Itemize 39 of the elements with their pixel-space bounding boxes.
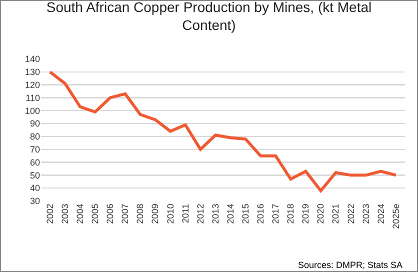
y-tick-label: 30 [30, 196, 40, 206]
x-tick-label: 2024 [376, 204, 386, 224]
x-tick-label: 2022 [346, 204, 356, 224]
y-tick-label: 120 [24, 80, 40, 90]
x-tick-label: 2003 [60, 204, 70, 224]
y-tick-label: 90 [30, 118, 40, 129]
source-note: Sources: DMPR; Stats SA [298, 260, 403, 270]
y-tick-label: 70 [30, 144, 40, 155]
x-tick-label: 2021 [330, 204, 341, 224]
x-tick-label: 2019 [300, 204, 311, 224]
y-tick-label: 100 [24, 106, 40, 116]
x-tick-label: 2009 [150, 204, 160, 224]
chart-title: South African Copper Production by Mines, (kt Metal Content) [46, 0, 372, 33]
x-tick-label: 2016 [256, 204, 266, 224]
x-tick-label: 2010 [165, 204, 176, 224]
x-tick-label: 2002 [44, 204, 55, 224]
x-tick-label: 2025e [390, 204, 401, 229]
x-tick-label: 2008 [135, 204, 146, 224]
x-tick-label: 2004 [75, 204, 86, 224]
x-tick-label: 2005 [90, 204, 100, 224]
x-tick-label: 2015 [240, 204, 250, 224]
x-tick-label: 2013 [210, 204, 220, 224]
y-tick-label: 40 [30, 183, 40, 194]
x-tick-label: 2011 [180, 204, 190, 224]
y-tick-label: 110 [26, 92, 40, 103]
x-tick-label: 2017 [270, 204, 281, 224]
x-tick-label: 2006 [105, 204, 116, 224]
y-tick-label: 130 [24, 67, 40, 78]
x-tick-label: 2023 [360, 204, 371, 224]
x-tick-label: 2020 [316, 204, 326, 224]
y-tick-label: 60 [30, 157, 40, 168]
x-tick-label: 2014 [225, 204, 236, 224]
x-tick-label: 2012 [195, 204, 206, 224]
y-tick-label: 50 [30, 170, 40, 180]
x-tick-label: 2007 [120, 204, 130, 224]
line-series [48, 70, 398, 192]
y-tick-label: 140 [24, 54, 40, 64]
y-tick-label: 80 [30, 132, 40, 142]
x-tick-label: 2018 [286, 204, 296, 224]
